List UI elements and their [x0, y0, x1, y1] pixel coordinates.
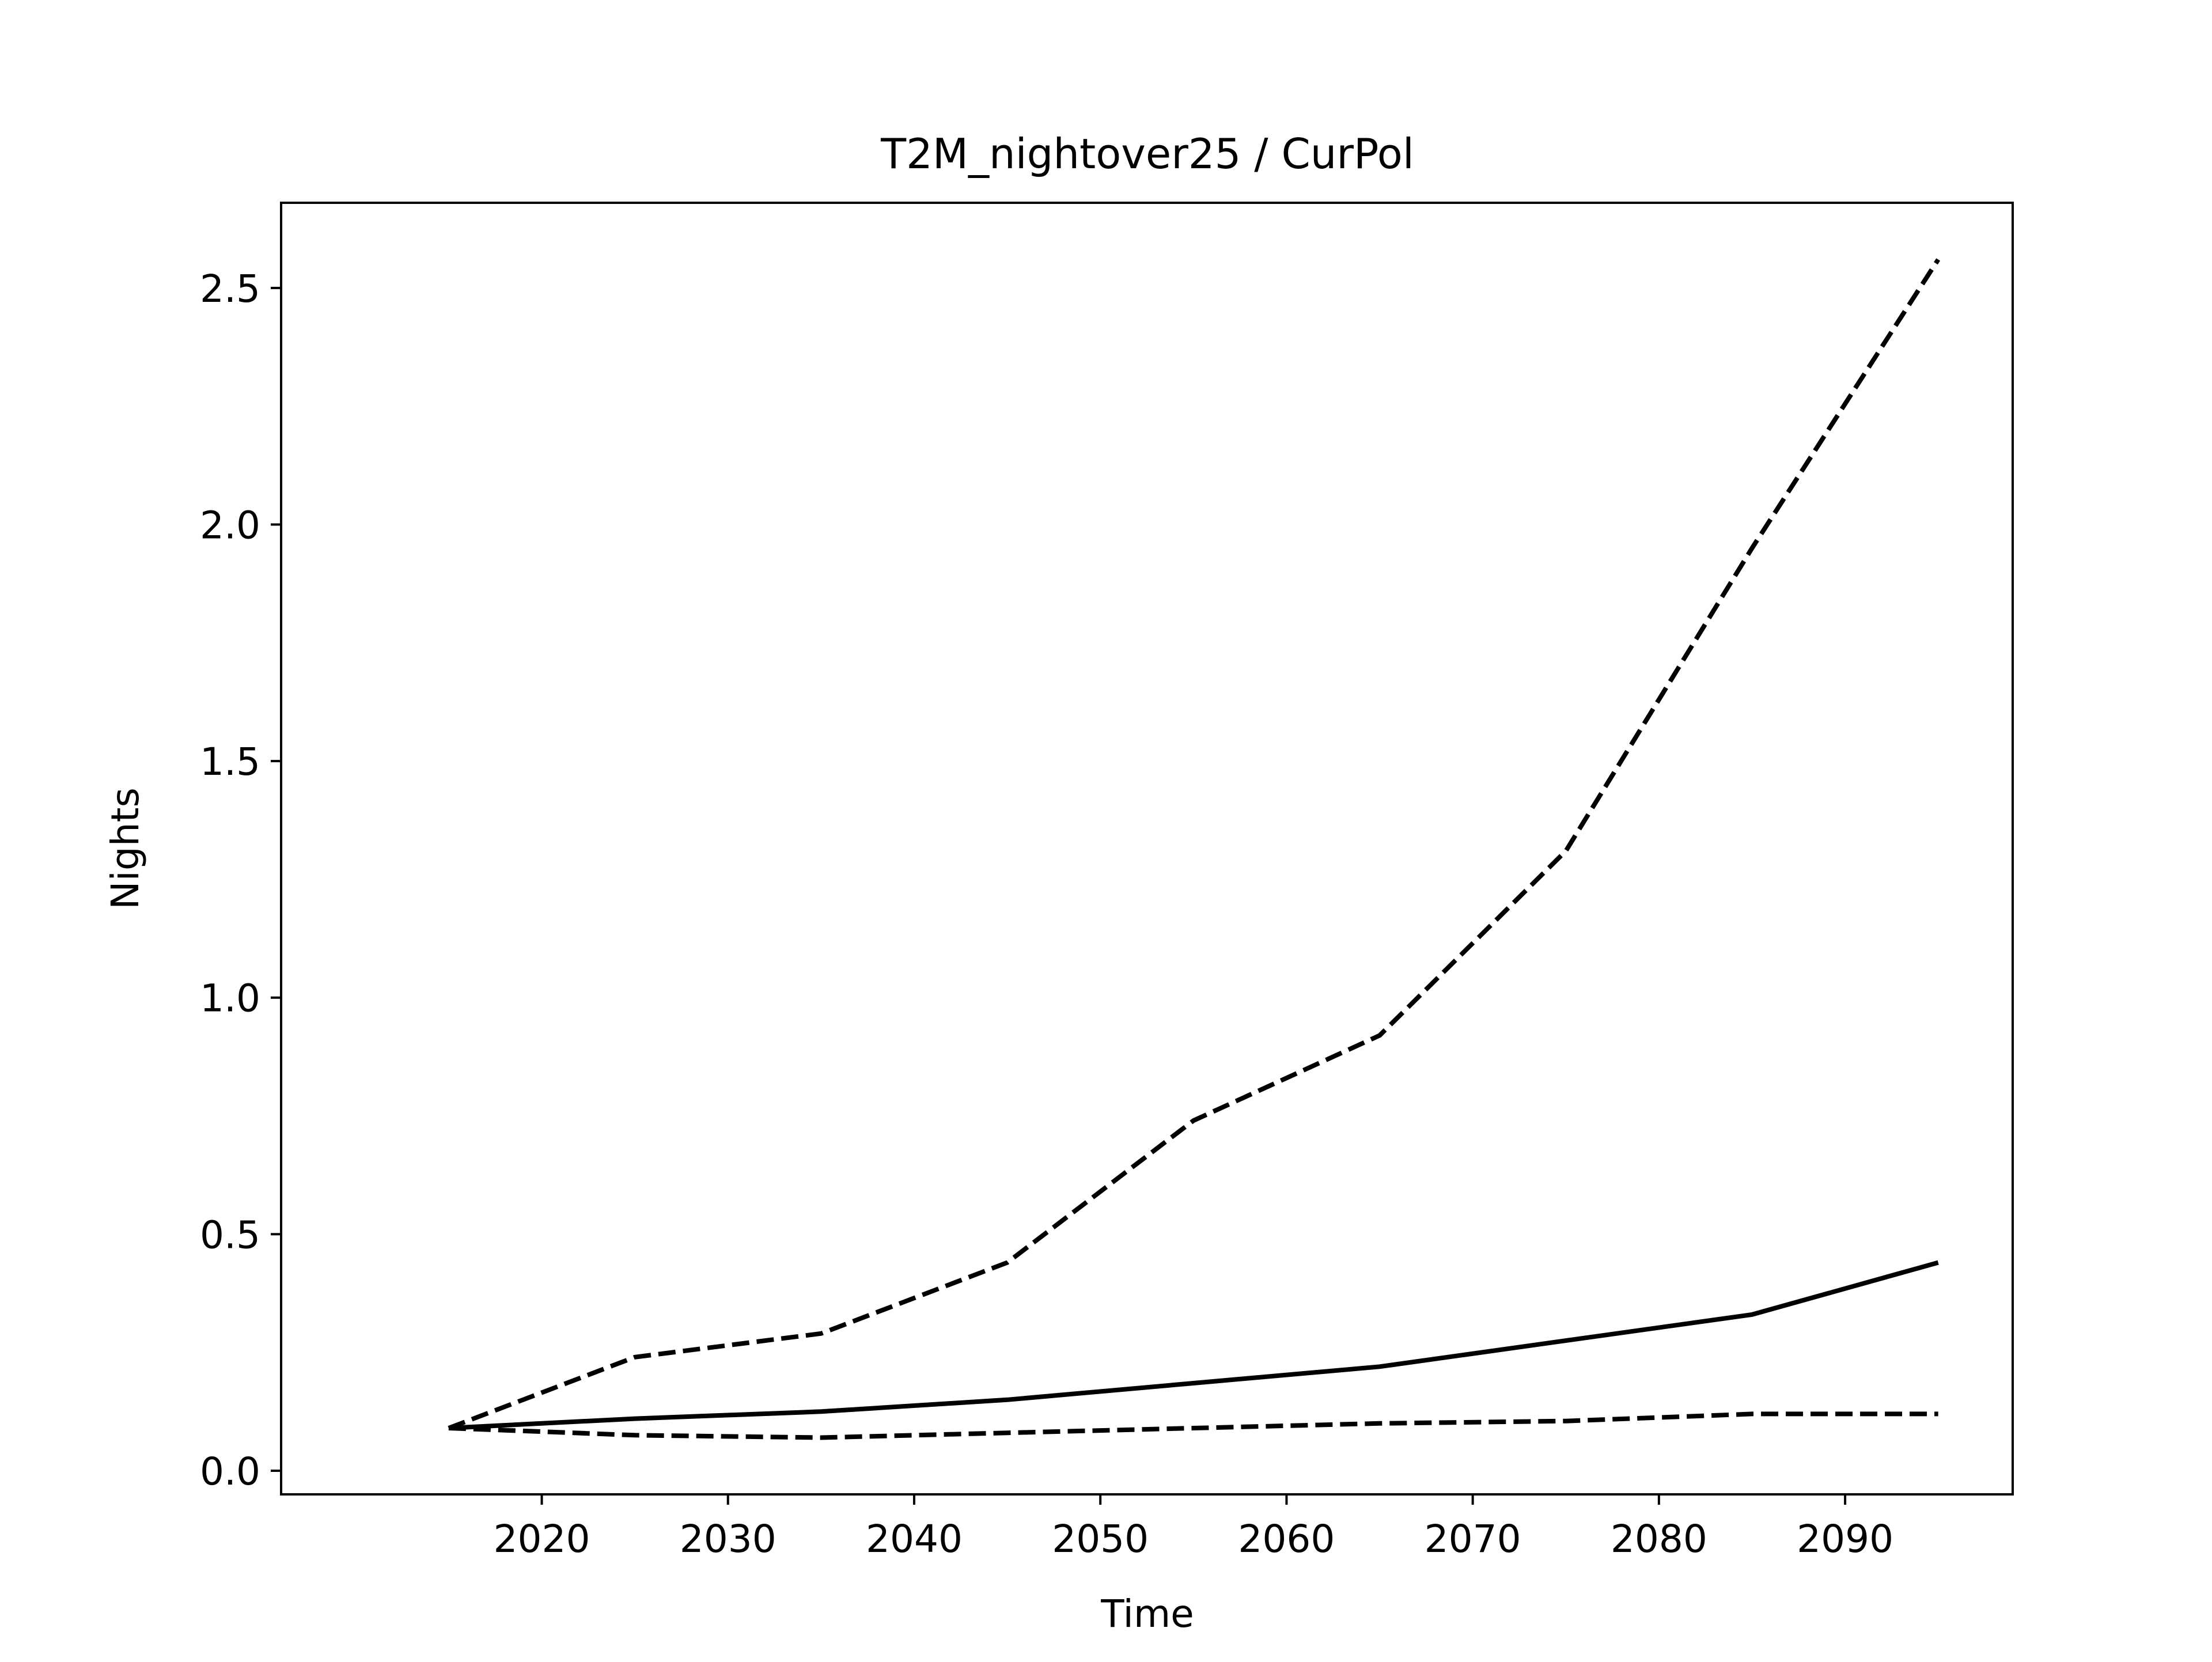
- x-tick-label: 2040: [866, 1517, 963, 1561]
- x-axis-label: Time: [1100, 1592, 1194, 1636]
- x-tick-label: 2020: [494, 1517, 590, 1561]
- chart-title: T2M_nightover25 / CurPol: [880, 130, 1414, 178]
- y-tick-label: 0.0: [200, 1449, 260, 1494]
- y-axis: 0.0 0.5 1.0 1.5 2.0 2.5: [200, 267, 281, 1494]
- x-tick-label: 2080: [1611, 1517, 1707, 1561]
- plot-area: [448, 258, 1941, 1440]
- x-tick-label: 2070: [1425, 1517, 1521, 1561]
- x-tick-label: 2050: [1052, 1517, 1149, 1561]
- x-tick-label: 2030: [680, 1517, 777, 1561]
- x-tick-label: 2090: [1797, 1517, 1893, 1561]
- series-line-2: [448, 1260, 1939, 1430]
- x-axis: 2020 2030 2040 2050 2060 2070 2080 2090: [494, 1494, 1893, 1561]
- y-tick-label: 2.0: [200, 503, 260, 547]
- y-tick-label: 0.5: [200, 1213, 260, 1257]
- y-tick-label: 1.0: [200, 976, 260, 1021]
- plot-frame: [280, 202, 2014, 1496]
- series-line-3: [448, 1411, 1938, 1440]
- y-axis-label: Nights: [103, 788, 147, 910]
- y-tick-label: 1.5: [200, 740, 260, 784]
- series-line-1: [448, 258, 1941, 1430]
- x-tick-label: 2060: [1238, 1517, 1335, 1561]
- y-tick-label: 2.5: [200, 267, 260, 311]
